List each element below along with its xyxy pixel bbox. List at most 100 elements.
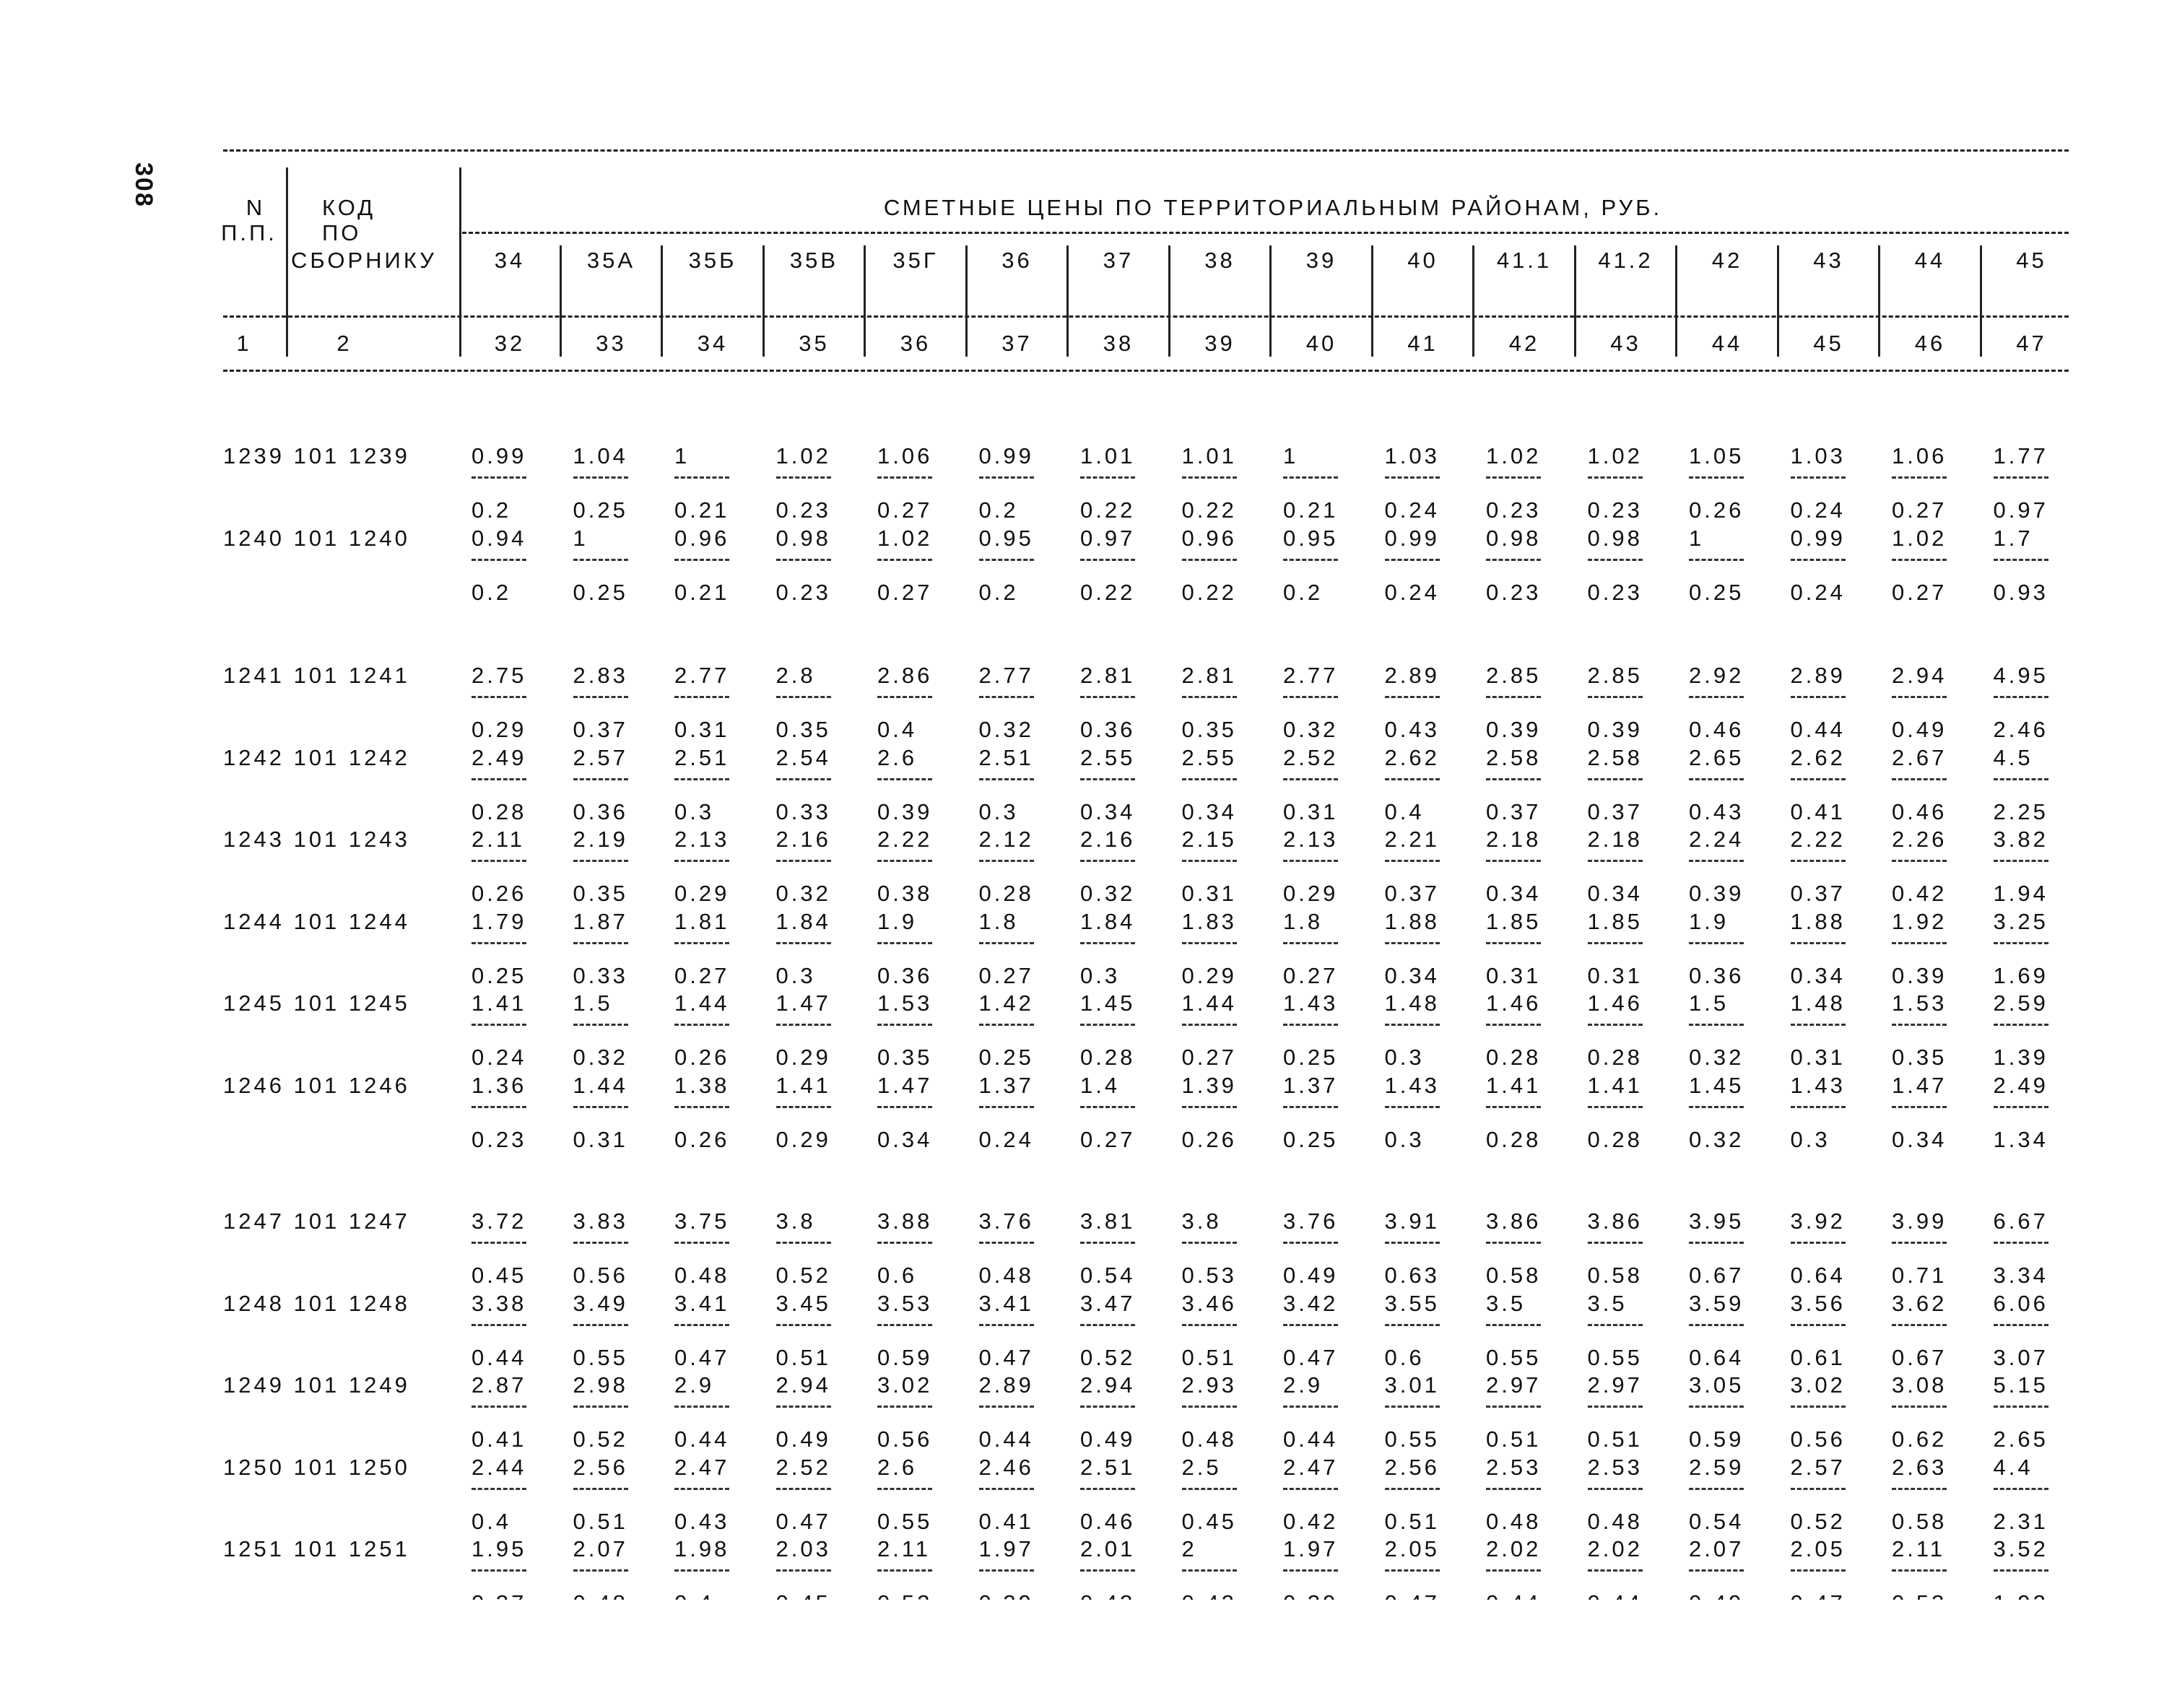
price-wage: 0.97 — [1993, 497, 2048, 523]
price-total: 2.98 — [573, 1372, 628, 1398]
fraction-dash — [1080, 1406, 1135, 1408]
price-total: 0.96 — [674, 525, 730, 551]
price-total: 1.47 — [877, 1072, 933, 1098]
price-total: 3.41 — [674, 1290, 730, 1316]
price-total: 1.97 — [978, 1536, 1034, 1561]
price-total: 1.88 — [1790, 908, 1846, 934]
price-total: 2.22 — [1790, 827, 1846, 852]
fraction-dash — [1283, 777, 1338, 780]
row-number: 1239 101 1239 — [223, 443, 410, 469]
price-total: 1.42 — [978, 990, 1034, 1016]
price-total: 1.85 — [1587, 908, 1643, 934]
price-wage: 0.22 — [1181, 497, 1237, 523]
price-total: 2.55 — [1080, 744, 1136, 770]
price-wage: 0.64 — [1790, 1263, 1846, 1288]
separator — [286, 167, 288, 357]
price-wage: 0.26 — [1181, 1126, 1237, 1152]
fraction-dash — [1384, 1323, 1440, 1326]
row-number: 1242 101 1242 — [223, 744, 410, 770]
fraction-dash — [1486, 1323, 1541, 1326]
price-wage: 0.29 — [472, 717, 527, 742]
price-wage: 0.43 — [1384, 717, 1440, 742]
price-total: 2.01 — [1080, 1536, 1136, 1561]
price-total: 1.02 — [1486, 443, 1542, 469]
fraction-dash — [1384, 1487, 1440, 1490]
price-wage: 2.31 — [1993, 1508, 2048, 1534]
price-wage: 0.48 — [1181, 1426, 1237, 1452]
price-wage: 0.34 — [1587, 881, 1643, 906]
price-wage: 0.31 — [1181, 881, 1237, 906]
price-wage: 0.32 — [573, 1045, 628, 1070]
price-wage: 0.44 — [674, 1426, 730, 1452]
header-top-rule — [223, 149, 2069, 152]
price-total: 3.86 — [1587, 1208, 1643, 1234]
fraction-dash — [1080, 476, 1135, 479]
fraction-dash — [674, 860, 729, 862]
price-total: 1.02 — [1587, 443, 1643, 469]
separator — [1878, 245, 1880, 357]
price-wage: 0.36 — [877, 962, 933, 988]
price-total: 1 — [1283, 443, 1299, 469]
price-wage: 0.53 — [1892, 1592, 1947, 1600]
fraction-dash — [1486, 777, 1541, 780]
price-total: 2.13 — [674, 827, 730, 852]
price-total: 2.44 — [472, 1454, 527, 1480]
fraction-dash — [573, 1242, 628, 1244]
price-total: 2.07 — [1689, 1536, 1744, 1561]
separator — [661, 245, 663, 357]
price-wage: 0.2 — [472, 579, 512, 605]
price-wage: 0.28 — [1080, 1045, 1136, 1070]
price-total: 2.49 — [1993, 1072, 2048, 1098]
col-number: 36 — [900, 331, 931, 356]
price-wage: 0.58 — [1587, 1263, 1643, 1288]
price-wage: 0.51 — [1384, 1508, 1440, 1534]
price-wage: 0.37 — [1486, 798, 1542, 824]
price-total: 1.01 — [1181, 443, 1237, 469]
price-wage: 0.34 — [1790, 962, 1846, 988]
price-total: 2.75 — [472, 663, 527, 688]
fraction-dash — [573, 558, 628, 561]
fraction-dash — [472, 860, 526, 862]
price-wage: 0.35 — [573, 881, 628, 906]
price-wage: 0.25 — [978, 1045, 1034, 1070]
fraction-dash — [1587, 1323, 1643, 1326]
price-wage: 0.31 — [573, 1126, 628, 1152]
price-wage: 0.52 — [877, 1592, 932, 1600]
price-total: 1.48 — [1790, 990, 1846, 1016]
fraction-dash — [1892, 1323, 1947, 1326]
fraction-dash — [1080, 777, 1135, 780]
price-wage: 0.44 — [1790, 717, 1846, 742]
fraction-dash — [573, 1024, 628, 1026]
price-total: 2.58 — [1587, 744, 1643, 770]
price-wage: 0.48 — [1486, 1508, 1542, 1534]
fraction-dash — [1587, 1487, 1643, 1490]
price-total: 2.16 — [1080, 827, 1136, 852]
price-wage: 0.28 — [1486, 1126, 1542, 1152]
price-wage: 2.25 — [1993, 798, 2048, 824]
price-total: 0.99 — [1384, 525, 1440, 551]
price-total: 2.77 — [978, 663, 1034, 688]
price-total: 1.01 — [1080, 443, 1136, 469]
price-total: 3.5 — [1486, 1290, 1526, 1316]
price-total: 0.98 — [1486, 525, 1542, 551]
price-total: 3.86 — [1486, 1208, 1542, 1234]
fraction-dash — [674, 1323, 729, 1326]
price-total: 1.04 — [573, 443, 628, 469]
price-total: 2.86 — [877, 663, 933, 688]
price-total: 3.81 — [1080, 1208, 1136, 1234]
fraction-dash — [978, 558, 1034, 561]
price-wage: 0.31 — [1283, 798, 1339, 824]
price-total: 1.37 — [978, 1072, 1034, 1098]
price-total: 1.41 — [1587, 1072, 1643, 1098]
col-number: 33 — [596, 331, 627, 356]
col-number: 43 — [1610, 331, 1641, 356]
price-total: 3.46 — [1181, 1290, 1237, 1316]
price-wage: 0.3 — [674, 798, 715, 824]
price-wage: 0.23 — [472, 1126, 527, 1152]
price-wage: 0.41 — [978, 1508, 1034, 1534]
fraction-dash — [1790, 1242, 1846, 1244]
price-total: 1.7 — [1993, 525, 2033, 551]
price-total: 1.83 — [1181, 908, 1237, 934]
price-wage: 0.22 — [1181, 579, 1237, 605]
fraction-dash — [978, 860, 1034, 862]
